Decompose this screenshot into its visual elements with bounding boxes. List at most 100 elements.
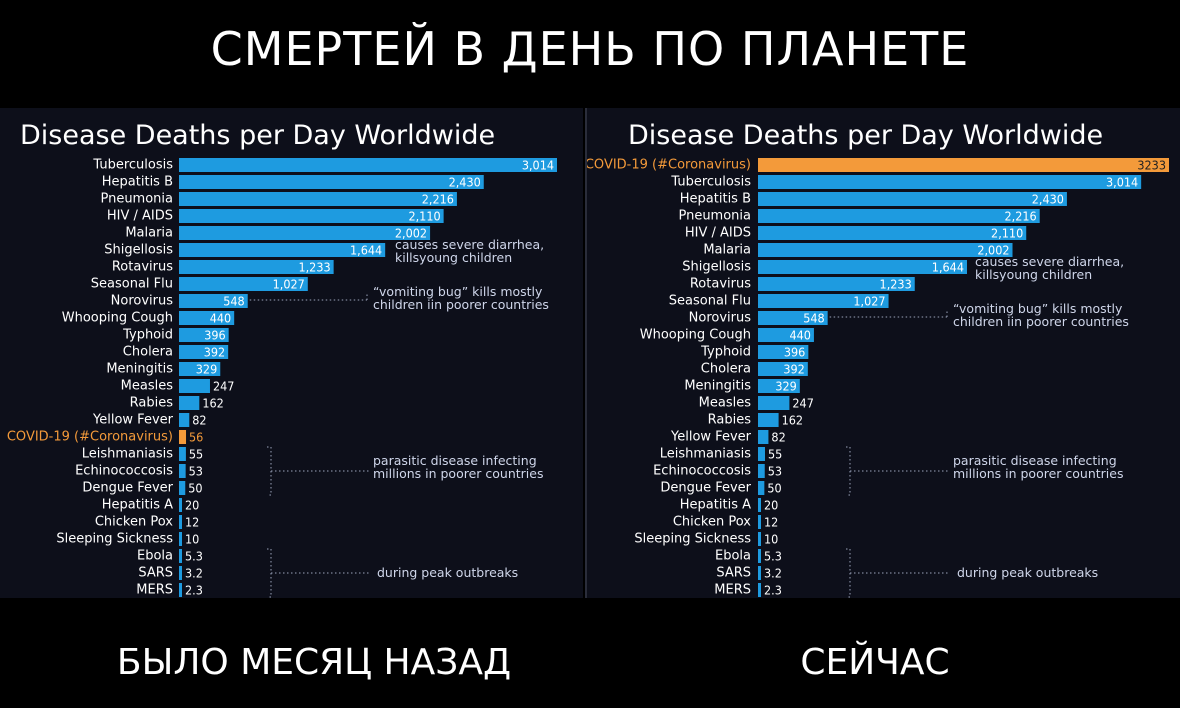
bar xyxy=(179,328,229,342)
bar xyxy=(758,243,1013,257)
category-label: Yellow Fever xyxy=(92,413,174,428)
category-label: Echinococcosis xyxy=(653,464,751,479)
bar xyxy=(179,277,308,291)
category-label: COVID-19 (#Coronavirus) xyxy=(7,430,173,445)
category-label: Leishmaniasis xyxy=(82,447,173,462)
value-label: 2,216 xyxy=(1005,209,1037,224)
value-label: 20 xyxy=(185,498,199,513)
bar xyxy=(758,294,889,308)
bar xyxy=(179,396,200,410)
bar xyxy=(758,515,761,529)
category-label: Ebola xyxy=(137,549,173,564)
category-label: Hepatitis A xyxy=(680,498,751,513)
value-label: 440 xyxy=(210,311,231,326)
category-label: Meningitis xyxy=(106,362,173,377)
category-label: Rabies xyxy=(130,396,174,411)
bar xyxy=(758,413,779,427)
annotation-bracket xyxy=(267,548,272,598)
bar xyxy=(179,430,187,444)
panel-divider xyxy=(585,108,587,598)
bar xyxy=(179,464,186,478)
value-label: 2,002 xyxy=(395,226,427,241)
annotation-text: parasitic disease infecting xyxy=(953,453,1117,468)
annotation-text: causes severe diarrhea, xyxy=(395,237,544,252)
bar xyxy=(179,345,229,359)
value-label: 3,014 xyxy=(1106,175,1138,190)
category-label: Cholera xyxy=(123,345,173,360)
chart-now: Disease Deaths per Day Worldwide COVID-19… xyxy=(587,120,1169,598)
category-label: Sleeping Sickness xyxy=(634,532,751,547)
value-label: 2,430 xyxy=(1032,192,1064,207)
headline: СМЕРТЕЙ В ДЕНЬ ПО ПЛАНЕТЕ xyxy=(210,22,970,76)
category-label: Measles xyxy=(121,379,174,394)
value-label: 329 xyxy=(196,362,217,377)
bar xyxy=(179,175,484,189)
value-label: 55 xyxy=(768,447,782,462)
value-label: 2,216 xyxy=(422,192,454,207)
value-label: 247 xyxy=(213,379,234,394)
category-label: Dengue Fever xyxy=(660,481,751,496)
annotation-text: parasitic disease infecting xyxy=(373,453,537,468)
annotation-text: causes severe diarrhea, xyxy=(975,254,1124,269)
value-label: 12 xyxy=(764,515,778,530)
value-label: 1,027 xyxy=(853,294,885,309)
value-label: 1,644 xyxy=(932,260,964,275)
bar xyxy=(179,158,557,172)
category-label: Measles xyxy=(699,396,752,411)
annotation-text: during peak outbreaks xyxy=(377,565,518,580)
value-label: 12 xyxy=(185,515,199,530)
annotation-text: during peak outbreaks xyxy=(957,565,1098,580)
annotation-text: millions in poorer countries xyxy=(373,466,543,481)
annotation-bracket xyxy=(846,446,851,496)
category-label: Pneumonia xyxy=(100,192,173,207)
bar xyxy=(179,532,182,546)
category-label: Malaria xyxy=(125,226,173,241)
category-label: Rabies xyxy=(708,413,752,428)
annotation-bracket xyxy=(846,548,851,598)
category-label: MERS xyxy=(136,583,173,598)
value-label: 53 xyxy=(189,464,203,479)
category-label: MERS xyxy=(714,583,751,598)
category-label: Rotavirus xyxy=(112,260,173,275)
annotation-text: children iin poorer countries xyxy=(953,314,1129,329)
value-label: 82 xyxy=(771,430,785,445)
bar xyxy=(179,498,182,512)
bar xyxy=(758,549,761,563)
bar xyxy=(758,192,1067,206)
annotation-text: killsyoung children xyxy=(395,250,512,265)
chart-panel-before: Disease Deaths per Day Worldwide Tubercul… xyxy=(0,108,583,598)
annotation-text: children iin poorer countries xyxy=(373,297,549,312)
value-label: 162 xyxy=(202,396,223,411)
bar xyxy=(758,158,1169,172)
value-label: 548 xyxy=(803,311,824,326)
chart-title: Disease Deaths per Day Worldwide xyxy=(628,120,1103,151)
bar xyxy=(758,362,808,376)
category-label: Hepatitis B xyxy=(680,192,751,207)
bar xyxy=(179,413,190,427)
value-label: 82 xyxy=(192,413,206,428)
category-label: HIV / AIDS xyxy=(685,226,751,241)
value-label: 5.3 xyxy=(185,549,203,564)
bar xyxy=(758,311,828,325)
bar xyxy=(758,226,1027,240)
bar xyxy=(179,192,457,206)
bar xyxy=(758,175,1142,189)
category-label: Whooping Cough xyxy=(640,328,751,343)
annotation-text: millions in poorer countries xyxy=(953,466,1123,481)
category-label: Malaria xyxy=(703,243,751,258)
category-label: Dengue Fever xyxy=(82,481,173,496)
value-label: 1,644 xyxy=(350,243,382,258)
bar xyxy=(179,447,186,461)
bar xyxy=(179,379,210,393)
value-label: 2,002 xyxy=(977,243,1009,258)
bar xyxy=(179,243,386,257)
category-label: Rotavirus xyxy=(690,277,751,292)
value-label: 396 xyxy=(784,345,805,360)
bar xyxy=(758,396,790,410)
category-label: Meningitis xyxy=(684,379,751,394)
category-label: Tuberculosis xyxy=(670,175,751,190)
category-label: SARS xyxy=(138,566,173,581)
category-label: Whooping Cough xyxy=(62,311,173,326)
